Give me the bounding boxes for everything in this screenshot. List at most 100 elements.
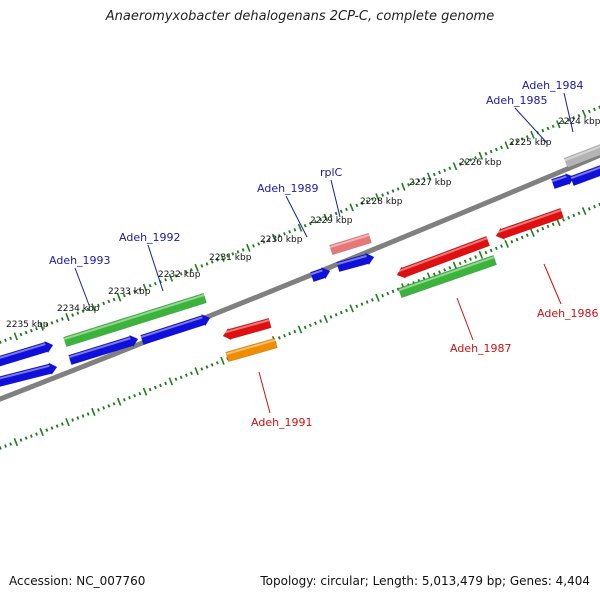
- inner-tick: [39, 428, 44, 437]
- outer-tick: [587, 109, 591, 114]
- callout-adeh-1993: [74, 267, 90, 306]
- inner-tick: [148, 387, 152, 392]
- gene-arrow-blue-6: [336, 252, 375, 273]
- inner-tick: [494, 246, 498, 251]
- inner-tick: [0, 446, 2, 450]
- outer-tick: [29, 328, 33, 333]
- kbp-label-2225: 2225 kbp: [509, 138, 552, 148]
- outer-tick: [370, 197, 374, 201]
- inner-tick: [138, 391, 142, 396]
- inner-tick: [386, 291, 390, 296]
- inner-tick: [474, 255, 478, 259]
- kbp-label-2231: 2231 kbp: [209, 253, 252, 263]
- outer-tick: [128, 291, 131, 296]
- inner-tick: [443, 268, 447, 272]
- outer-tick: [438, 170, 441, 175]
- outer-tick: [375, 193, 380, 202]
- inner-tick: [91, 407, 96, 416]
- inner-tick: [581, 207, 587, 216]
- outer-tick: [19, 332, 23, 337]
- inner-tick: [463, 259, 467, 264]
- inner-tick: [50, 426, 54, 430]
- outer-tick: [381, 193, 385, 197]
- inner-tick: [370, 298, 374, 302]
- outer-tick: [469, 158, 472, 162]
- outer-tick: [541, 128, 545, 133]
- outer-tick: [360, 201, 364, 206]
- inner-tick: [339, 310, 343, 315]
- outer-tick: [334, 211, 338, 216]
- inner-tick: [572, 213, 576, 218]
- outer-tick: [567, 118, 571, 122]
- inner-tick: [469, 257, 472, 261]
- outer-tick: [365, 199, 369, 204]
- inner-tick: [375, 293, 380, 302]
- outer-tick: [262, 240, 266, 244]
- inner-tick: [60, 422, 64, 426]
- gene-arrow-blue-2: [0, 362, 58, 387]
- outer-tick: [551, 124, 555, 129]
- callout-adeh-1987: [456, 297, 474, 341]
- outer-tick: [329, 213, 333, 218]
- gene-label-adeh-1987: Adeh_1987: [450, 342, 512, 355]
- outer-tick: [504, 141, 509, 150]
- inner-tick: [200, 367, 204, 371]
- outer-tick: [345, 207, 348, 212]
- inner-tick: [277, 336, 281, 340]
- inner-tick: [122, 398, 126, 402]
- outer-tick: [386, 191, 390, 195]
- outer-tick: [297, 223, 303, 232]
- outer-tick: [168, 273, 174, 282]
- outer-tick: [236, 250, 240, 254]
- outer-tick: [97, 303, 100, 308]
- inner-tick: [308, 323, 312, 328]
- outer-tick: [184, 270, 188, 274]
- callout-adeh-1989: [285, 195, 308, 238]
- outer-tick: [484, 151, 488, 156]
- inner-tick: [4, 444, 7, 448]
- outer-tick: [426, 172, 432, 181]
- outer-tick: [231, 252, 235, 256]
- gene-arrow-green-1-highlight: [63, 294, 205, 341]
- inner-tick: [520, 235, 524, 240]
- inner-tick: [323, 314, 329, 324]
- gene-arrow-pink-1-highlight: [329, 234, 370, 249]
- outer-tick: [593, 107, 596, 112]
- inner-tick: [112, 402, 116, 406]
- inner-tick: [116, 397, 122, 406]
- inner-tick: [510, 240, 514, 244]
- kbp-label-2229: 2229 kbp: [310, 216, 353, 226]
- inner-tick: [319, 319, 323, 323]
- inner-tick: [153, 385, 157, 390]
- kbp-label-2232: 2232 kbp: [158, 270, 201, 280]
- inner-tick: [504, 239, 509, 248]
- kbp-label-2227: 2227 kbp: [409, 178, 452, 188]
- outer-tick: [339, 209, 343, 214]
- inner-tick: [174, 377, 178, 382]
- inner-tick: [478, 250, 484, 259]
- outer-tick: [174, 274, 178, 278]
- inner-tick: [190, 371, 193, 375]
- inner-tick: [329, 315, 333, 319]
- outer-tick: [494, 147, 498, 152]
- outer-tick: [283, 232, 286, 236]
- outer-tick: [288, 230, 292, 234]
- outer-tick: [520, 137, 524, 141]
- outer-tick: [293, 228, 297, 232]
- inner-tick: [97, 408, 100, 412]
- inner-tick: [396, 287, 400, 291]
- gene-arrow-blue-4: [140, 313, 211, 346]
- outer-tick: [581, 109, 587, 118]
- outer-tick: [179, 272, 183, 276]
- gene-arrow-blue-7: [551, 172, 575, 190]
- outer-tick: [35, 326, 38, 331]
- kbp-labels: 2224 kbp 2225 kbp 2226 kbp 2227 kbp 2228…: [6, 117, 600, 330]
- outer-tick: [39, 322, 44, 331]
- inner-tick: [458, 261, 462, 266]
- outer-tick: [112, 297, 116, 302]
- kbp-label-2233: 2233 kbp: [108, 287, 151, 297]
- inner-tick: [283, 334, 286, 338]
- outer-tick: [525, 135, 529, 139]
- inner-tick: [577, 211, 581, 215]
